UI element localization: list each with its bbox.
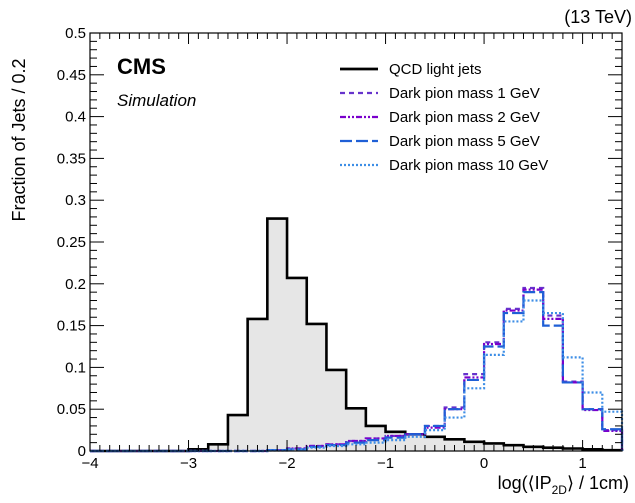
x-tick-label: 0 (480, 455, 488, 472)
experiment-label: CMS (117, 54, 166, 79)
y-tick-label: 0.4 (65, 109, 86, 126)
tick-marks (89, 32, 623, 452)
y-tick-label: 0.05 (57, 401, 86, 418)
x-axis-title-suffix: ⟩ / 1cm) (567, 473, 629, 493)
legend-label: Dark pion mass 2 GeV (389, 109, 540, 126)
x-tick-label: 1 (578, 455, 586, 472)
y-axis-title: Fraction of Jets / 0.2 (9, 58, 29, 221)
y-tick-label: 0.35 (57, 150, 86, 167)
plot-area (90, 33, 622, 451)
simulation-label: Simulation (117, 91, 196, 110)
x-axis-title-prefix: log(⟨IP (498, 473, 552, 493)
x-axis-title: log(⟨IP2D⟩ / 1cm) (498, 473, 629, 497)
y-tick-label: 0 (78, 443, 86, 460)
y-tick-label: 0.1 (65, 359, 86, 376)
y-tick-label: 0.5 (65, 25, 86, 42)
legend-label: Dark pion mass 1 GeV (389, 85, 540, 102)
y-tick-label: 0.15 (57, 318, 86, 335)
y-tick-label: 0.25 (57, 234, 86, 251)
x-tick-label: −1 (377, 455, 394, 472)
legend-label: QCD light jets (389, 61, 482, 78)
tick-labels: −4 −3 −2 −1 0 1 0 0.05 0.1 0.15 0.2 0.25 0.3 0.35 0.4 0… (57, 25, 587, 472)
y-tick-label: 0.2 (65, 276, 86, 293)
y-tick-label: 0.45 (57, 67, 86, 84)
legend-label: Dark pion mass 10 GeV (389, 157, 548, 174)
energy-label: (13 TeV) (564, 7, 632, 27)
x-tick-label: −4 (81, 455, 98, 472)
x-tick-label: −3 (180, 455, 197, 472)
legend-label: Dark pion mass 5 GeV (389, 133, 540, 150)
y-tick-label: 0.3 (65, 192, 86, 209)
x-axis-title-subscript: 2D (552, 483, 568, 497)
x-tick-label: −2 (278, 455, 295, 472)
legend: QCD light jets Dark pion mass 1 GeV Dark p… (340, 61, 548, 174)
plot-background (90, 33, 622, 451)
